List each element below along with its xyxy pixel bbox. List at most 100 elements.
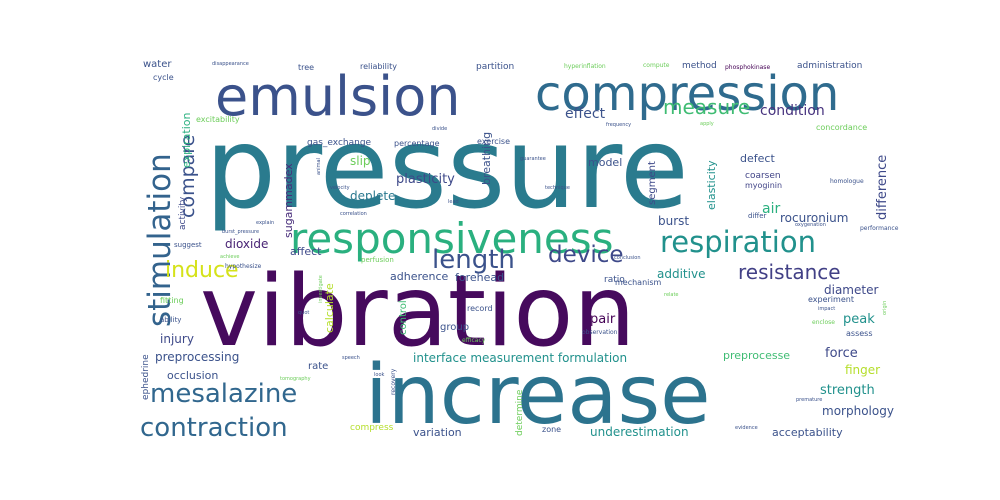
word-deplete: deplete — [350, 189, 395, 203]
word-preprocessing: preprocessing — [155, 350, 239, 364]
word-elasticity: elasticity — [705, 160, 718, 210]
word-tomography: tomography — [280, 376, 311, 382]
word-adherence: adherence — [390, 270, 449, 283]
word-variation: variation — [413, 426, 462, 439]
word-hyperinflation: hyperinflation — [564, 63, 606, 70]
word-rocuronium: rocuronium — [780, 211, 848, 225]
word-experiment: experiment — [808, 295, 854, 304]
word-achieve: achieve — [220, 254, 239, 260]
word-occlusion: occlusion — [167, 369, 218, 382]
word-tree: tree — [298, 63, 314, 72]
word-relate: relate — [664, 292, 679, 298]
word-defect: defect — [740, 152, 775, 165]
word-assess: assess — [846, 329, 873, 338]
word-dioxide: dioxide — [225, 237, 268, 251]
word-compression: compression — [535, 66, 839, 122]
word-hypothesize: hypothesize — [225, 263, 262, 270]
word-pressure: pressure — [205, 104, 689, 234]
word-technique: technique — [545, 185, 570, 191]
word-impact: impact — [818, 306, 835, 312]
word-effect: effect — [565, 106, 606, 122]
word-burst: burst — [658, 214, 689, 228]
word-animal: animal — [316, 158, 322, 175]
word-quot: quot — [298, 310, 309, 316]
word-peak: peak — [843, 312, 875, 327]
word-group: group — [440, 322, 469, 333]
word-cycle: cycle — [153, 73, 174, 82]
word-administration: administration — [797, 61, 862, 71]
word-activity: activity — [178, 196, 188, 230]
word-measure: measure — [663, 95, 750, 119]
word-preprocesse: preprocesse — [723, 349, 790, 362]
word-underestimation: underestimation — [590, 425, 689, 439]
word-observation: observation — [582, 329, 618, 336]
word-plasticity: plasticity — [396, 172, 455, 187]
word-diameter: diameter — [824, 283, 878, 297]
word-suggest: suggest — [174, 241, 202, 249]
word-compress: compress — [350, 423, 394, 433]
word-rate: rate — [308, 361, 328, 372]
word-mesalazine: mesalazine — [150, 379, 297, 409]
word-sugammadex: sugammadex — [282, 163, 295, 238]
word-phosphokinase: phosphokinase — [725, 64, 770, 71]
word-water: water — [143, 59, 172, 70]
word-coarsen: coarsen — [745, 171, 781, 181]
word-ability: ability — [160, 316, 181, 324]
word-increase: increase — [365, 348, 711, 443]
word-additive: additive — [657, 267, 705, 281]
word-oxygenation: oxygenation — [795, 222, 826, 228]
word-differ: differ — [748, 212, 767, 220]
word-condition: condition — [760, 103, 825, 119]
word-excitability: excitability — [196, 115, 240, 124]
word-evidence: evidence — [735, 425, 758, 431]
word-perfusion: perfusion — [361, 256, 394, 264]
word-homologue: homologue — [830, 178, 864, 185]
word-morphology: morphology — [822, 404, 894, 418]
word-look: look — [374, 372, 385, 378]
word-disappearance: disappearance — [212, 61, 249, 67]
word-zone: zone — [542, 425, 561, 434]
word-guarantee: guarantee — [520, 156, 546, 162]
word-myoginin: myoginin — [745, 181, 782, 190]
word-explain: explain — [256, 220, 274, 226]
word-acceptability: acceptability — [772, 426, 843, 439]
word-ratio: ratio — [604, 275, 625, 285]
word-reliability: reliability — [360, 62, 397, 71]
word-vibration: vibration — [200, 255, 636, 369]
word-finger: finger — [845, 363, 880, 377]
word-emulsion: emulsion — [215, 65, 460, 128]
word-induce: induce — [165, 258, 239, 283]
word-stimulation: stimulation — [142, 153, 178, 327]
word-lead: lead — [448, 199, 459, 205]
word-force: force — [825, 346, 858, 361]
word-burst-pressure: burst_pressure — [222, 229, 259, 235]
word-velocity: velocity — [330, 185, 350, 191]
word-correlation: correlation — [340, 211, 367, 217]
word-model: model — [588, 156, 622, 169]
word-control: control — [398, 300, 409, 335]
word-performance: performance — [860, 225, 899, 232]
word-enclose: enclose — [812, 319, 835, 326]
word-exercise: exercise — [477, 137, 510, 146]
word-strength: strength — [820, 383, 875, 398]
word-forehead: forehead — [455, 271, 504, 284]
word-compare: compare — [177, 135, 199, 218]
word-partition: partition — [476, 62, 514, 72]
word-determine: determine — [515, 389, 525, 436]
word-resistance: resistance — [738, 260, 841, 284]
word-injury: injury — [160, 332, 194, 346]
word-ephedrine: ephedrine — [141, 354, 151, 400]
word-apply: apply — [700, 121, 714, 127]
word-percentage: percentage — [394, 139, 440, 148]
word-method: method — [682, 61, 717, 71]
word-conclusion: conclusion — [614, 255, 641, 261]
word-pair: pair — [590, 312, 616, 327]
word-interface-measurement-formulation: interface measurement formulation — [413, 351, 627, 365]
word-respiration: respiration — [660, 225, 816, 259]
word-frequency: frequency — [606, 122, 631, 128]
word-efficacy: efficacy — [462, 337, 486, 344]
word-breathing: breathing — [480, 132, 493, 185]
word-contraction: contraction — [140, 413, 288, 443]
word-origin: origin — [882, 301, 888, 315]
